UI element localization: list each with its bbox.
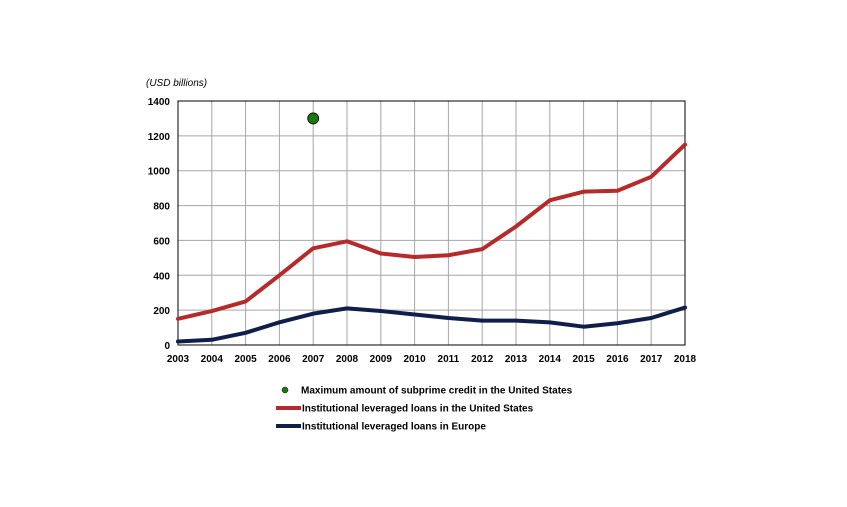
- y-tick-label: 200: [153, 306, 170, 317]
- series-line-1: [176, 142, 687, 321]
- legend-marker-point: [281, 386, 289, 394]
- series-line-2: [176, 305, 687, 344]
- y-tick-label: 400: [153, 271, 170, 282]
- legend: Maximum amount of subprime credit in the…: [276, 386, 573, 433]
- y-tick-label: 1200: [148, 132, 171, 143]
- y-tick-label: 0: [164, 341, 170, 352]
- series-layer: [176, 112, 687, 344]
- x-tick-label: 2008: [336, 354, 359, 365]
- plot-area-border: [177, 100, 686, 346]
- x-tick-label: 2005: [234, 354, 257, 365]
- y-tick-label: 600: [153, 236, 170, 247]
- y-tick-label: 1400: [148, 97, 171, 108]
- legend-label: Institutional leveraged loans in the Uni…: [302, 404, 534, 415]
- x-tick-label: 2016: [606, 354, 629, 365]
- x-tick-label: 2014: [539, 354, 562, 365]
- legend-label: Maximum amount of subprime credit in the…: [301, 386, 573, 397]
- x-tick-label: 2010: [403, 354, 426, 365]
- x-tick-label: 2013: [505, 354, 528, 365]
- x-tick-label: 2011: [438, 354, 460, 365]
- x-tick-labels: 2003 2004 2005 2006 2007 2008 2009 2010 2011 2012…: [167, 354, 697, 365]
- x-tick-label: 2007: [302, 354, 325, 365]
- legend-label: Institutional leveraged loans in Europe: [302, 422, 486, 433]
- x-tick-label: 2009: [370, 354, 393, 365]
- x-tick-label: 2003: [167, 354, 190, 365]
- x-tick-label: 2012: [471, 354, 494, 365]
- x-tick-label: 2004: [201, 354, 224, 365]
- x-tick-label: 2015: [572, 354, 595, 365]
- y-tick-label: 800: [153, 202, 170, 213]
- y-axis-unit-label: (USD billions): [146, 78, 207, 89]
- y-tick-labels: 0 200 400 600 800 1000 1200 1400: [148, 97, 171, 352]
- x-tick-label: 2006: [268, 354, 291, 365]
- x-tick-label: 2018: [674, 354, 697, 365]
- subprime-max-point: [307, 112, 320, 125]
- x-tick-label: 2017: [640, 354, 663, 365]
- gridlines: [177, 100, 686, 346]
- y-tick-label: 1000: [148, 167, 171, 178]
